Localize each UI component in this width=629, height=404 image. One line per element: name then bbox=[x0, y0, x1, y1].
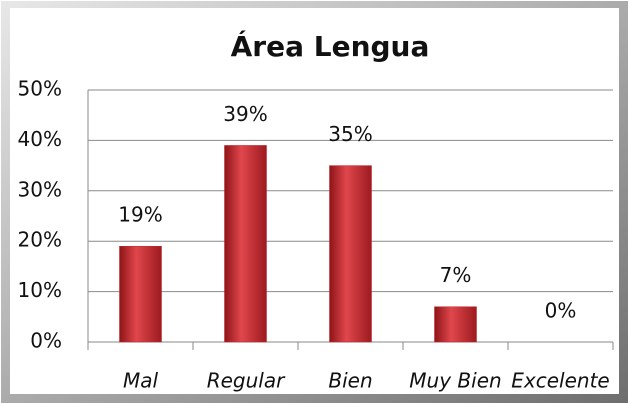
y-tick-label: 30% bbox=[18, 177, 62, 201]
value-label: 35% bbox=[328, 122, 372, 146]
x-tick-label: Excelente bbox=[511, 369, 609, 393]
bar bbox=[119, 245, 162, 343]
y-tick-label: 20% bbox=[18, 228, 62, 252]
bar bbox=[434, 306, 477, 343]
chart-area bbox=[10, 8, 619, 394]
value-label: 19% bbox=[118, 203, 162, 227]
bar bbox=[224, 145, 267, 343]
x-tick-label: Bien bbox=[328, 369, 372, 393]
x-tick-label: Mal bbox=[123, 369, 159, 393]
value-label: 39% bbox=[223, 102, 267, 126]
chart-title: Área Lengua bbox=[231, 29, 430, 63]
y-tick-label: 0% bbox=[30, 329, 62, 353]
x-tick-label: Regular bbox=[207, 369, 286, 393]
y-tick-label: 50% bbox=[18, 77, 62, 101]
value-label: 7% bbox=[440, 263, 472, 287]
x-tick-label: Muy Bien bbox=[409, 369, 501, 393]
y-tick-label: 10% bbox=[18, 278, 62, 302]
value-label: 0% bbox=[545, 299, 577, 323]
bar bbox=[329, 165, 372, 343]
y-tick-label: 40% bbox=[18, 127, 62, 151]
